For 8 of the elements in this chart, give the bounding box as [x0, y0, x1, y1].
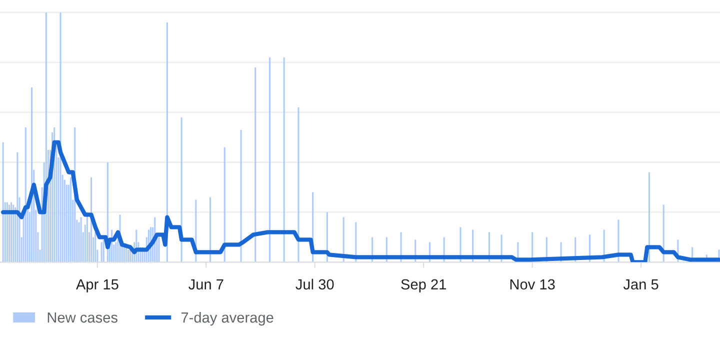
x-tick-label: Nov 13 [510, 279, 555, 290]
x-tick-label: Jan 5 [623, 279, 658, 290]
x-tick-label: Apr 15 [76, 279, 118, 292]
x-tick-label: Jul 30 [296, 278, 334, 290]
legend-label: New cases [48, 312, 118, 323]
x-tick-label: Jun 7 [188, 279, 224, 290]
legend-label: 7-day average [181, 312, 274, 326]
x-tick-label: Sep 21 [401, 279, 446, 292]
